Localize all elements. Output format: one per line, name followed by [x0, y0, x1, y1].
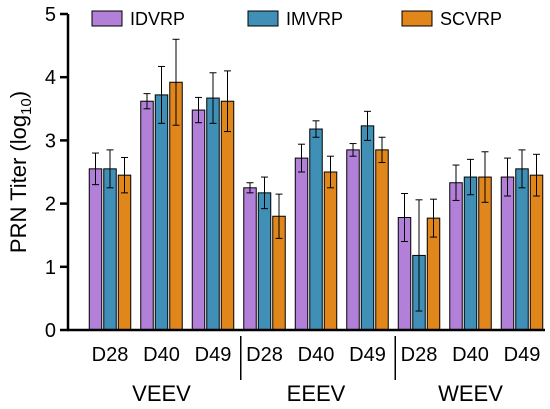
bar	[257, 192, 272, 331]
x-tick-label: D49	[504, 344, 541, 366]
x-tick-labels: D28 D40 D49 D28 D40 D49 D28 D40 D49	[92, 344, 541, 366]
y-tick-label: 4	[45, 67, 56, 89]
group-label: VEEV	[132, 381, 191, 406]
bar	[103, 168, 117, 331]
y-tick-label: 5	[45, 4, 56, 26]
x-tick-label: D40	[452, 344, 489, 366]
legend: IDVRP IMVRP SCVRP	[91, 9, 502, 29]
x-tick-label: D28	[401, 344, 438, 366]
x-tick-label: D40	[298, 344, 335, 366]
bar	[154, 94, 169, 331]
y-axis-title: PRN Titer (log10)	[6, 91, 35, 253]
y-ticks: 0 1 2 3 4 5	[45, 4, 68, 342]
bar	[323, 171, 338, 331]
bar	[463, 176, 478, 331]
axes	[66, 14, 545, 332]
y-axis-title-close: )	[6, 91, 31, 98]
x-tick-label: D49	[195, 344, 232, 366]
bar	[220, 100, 235, 331]
bar	[309, 128, 323, 331]
legend-label: SCVRP	[440, 9, 502, 29]
bar	[140, 100, 154, 331]
x-tick-label: D40	[143, 344, 180, 366]
bar	[117, 174, 132, 331]
legend-label: IDVRP	[130, 9, 185, 29]
bar	[294, 157, 309, 331]
x-tick-label: D49	[349, 344, 386, 366]
legend-swatch	[247, 10, 279, 27]
bar	[360, 125, 375, 331]
y-axis-title-main: PRN Titer (log	[6, 115, 31, 253]
legend-swatch	[401, 10, 433, 27]
group-label: WEEV	[438, 381, 503, 406]
legend-swatch	[91, 10, 123, 27]
error-bars	[92, 38, 540, 312]
bar	[206, 97, 220, 331]
x-tick-label: D28	[246, 344, 283, 366]
group-dividers	[240, 336, 396, 380]
bar	[191, 109, 206, 331]
bar	[500, 176, 515, 331]
y-tick-label: 1	[45, 257, 56, 279]
y-tick-label: 0	[45, 320, 56, 342]
legend-label: IMVRP	[286, 9, 343, 29]
y-axis-title-subscript: 10	[18, 98, 35, 115]
bar	[449, 182, 463, 331]
bar	[243, 187, 257, 331]
y-tick-label: 2	[45, 194, 56, 216]
group-label: EEEV	[287, 381, 346, 406]
group-labels: VEEV EEEV WEEV	[132, 381, 503, 406]
bars	[88, 81, 544, 331]
bar	[529, 174, 544, 331]
y-tick-label: 3	[45, 130, 56, 152]
bar	[515, 168, 529, 331]
x-tick-label: D28	[92, 344, 129, 366]
bar	[375, 149, 389, 331]
bar	[88, 168, 103, 331]
bar	[346, 149, 360, 331]
